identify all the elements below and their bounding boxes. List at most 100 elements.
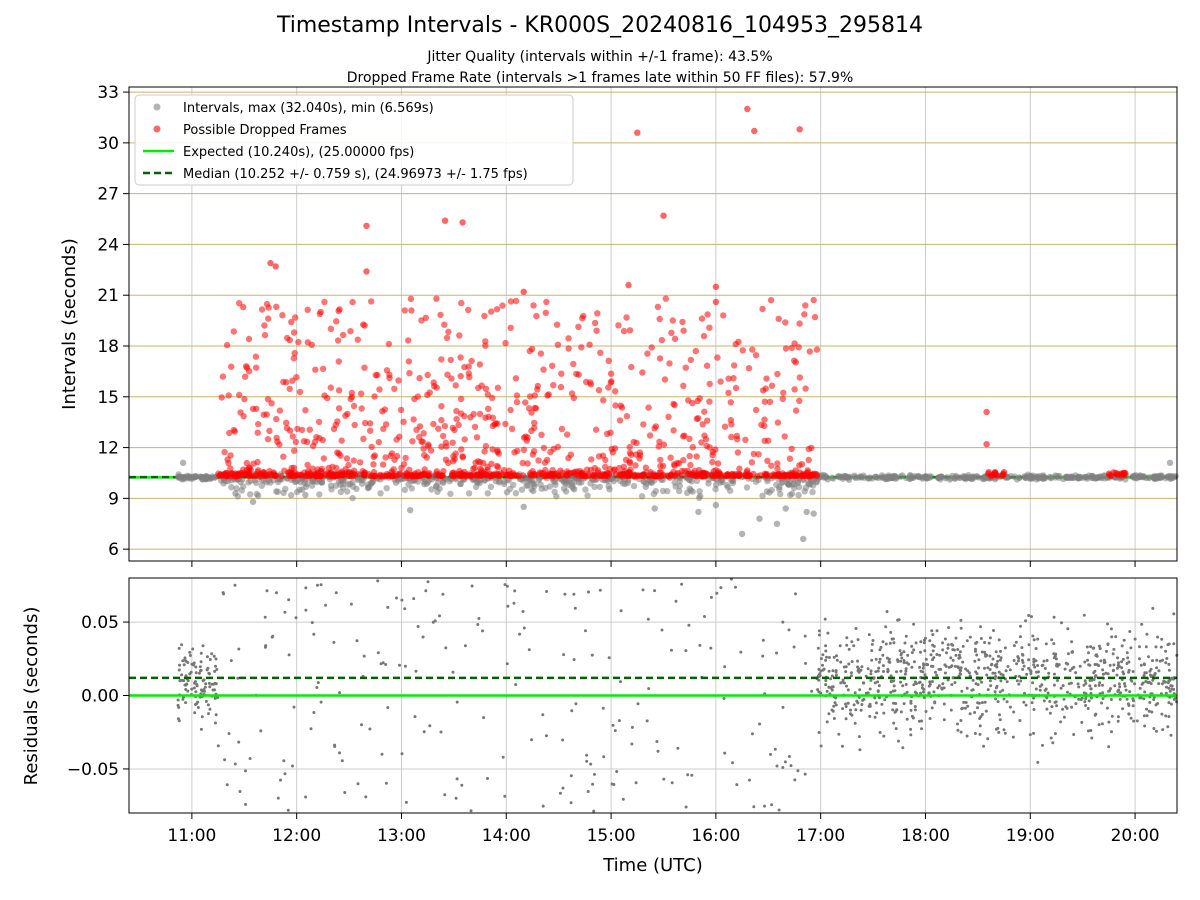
dropped-frame-point xyxy=(732,384,740,392)
dropped-frame-point xyxy=(681,467,688,475)
dropped-frame-point xyxy=(340,331,347,339)
dropped-frame-point xyxy=(755,451,762,458)
dropped-frame-point xyxy=(489,414,497,421)
residual-point xyxy=(761,638,765,642)
residual-point xyxy=(804,661,807,665)
interval-point xyxy=(784,480,792,488)
residual-point xyxy=(761,654,765,658)
interval-point xyxy=(712,485,719,493)
residual-point xyxy=(1019,635,1022,639)
dropped-frame-point xyxy=(728,433,735,441)
x-axis-label: Time (UTC) xyxy=(602,855,703,876)
dropped-frame-point xyxy=(791,340,798,347)
residual-point xyxy=(1121,657,1125,661)
dropped-frame-point xyxy=(651,425,658,432)
dropped-frame-point xyxy=(362,419,369,427)
residual-point xyxy=(913,680,917,684)
residual-point xyxy=(787,628,791,632)
residual-point xyxy=(310,621,314,625)
dropped-frame-point xyxy=(281,467,288,474)
dropped-frame-point xyxy=(467,472,474,479)
residual-point xyxy=(1101,683,1104,687)
dropped-frame-point xyxy=(780,389,787,396)
residual-point xyxy=(1080,720,1084,724)
residual-point xyxy=(275,591,278,595)
x-tick-label: 16:00 xyxy=(691,826,740,846)
dropped-frame-point xyxy=(280,453,287,460)
residual-point xyxy=(856,665,859,669)
residual-point xyxy=(1029,672,1033,675)
dropped-frame-point xyxy=(253,364,260,371)
dropped-frame-point xyxy=(424,391,431,399)
residual-point xyxy=(237,647,241,651)
interval-point xyxy=(880,474,887,481)
interval-point xyxy=(795,483,803,491)
interval-point xyxy=(288,492,295,499)
residual-point xyxy=(343,791,347,794)
residual-point xyxy=(1147,655,1150,659)
residual-point xyxy=(400,598,404,602)
dropped-frame-point xyxy=(278,472,285,480)
dropped-frame-point xyxy=(656,315,663,323)
dropped-frame-point xyxy=(786,455,794,462)
residual-point xyxy=(932,690,936,694)
dropped-frame-point xyxy=(657,462,664,470)
residual-point xyxy=(1044,642,1048,646)
residual-point xyxy=(1071,650,1074,654)
residual-point xyxy=(1090,736,1094,740)
residual-point xyxy=(1012,659,1016,662)
residual-point xyxy=(433,619,437,623)
residual-point xyxy=(514,683,518,687)
bottom-reference-lines xyxy=(129,676,1177,697)
interval-point xyxy=(199,474,206,481)
dropped-frame-point xyxy=(801,311,808,318)
residual-point xyxy=(601,706,605,710)
interval-point xyxy=(457,480,464,488)
residual-point xyxy=(959,730,963,734)
dropped-frame-point xyxy=(571,468,579,475)
residual-point xyxy=(834,673,838,677)
dropped-frame-point xyxy=(526,393,534,400)
dropped-frame-point xyxy=(765,437,772,444)
dropped-frame-point xyxy=(367,427,374,434)
dropped-frame-point xyxy=(327,384,334,391)
residual-point xyxy=(381,661,385,665)
residual-point xyxy=(316,583,319,587)
residual-point xyxy=(1027,614,1031,617)
residual-point xyxy=(1142,674,1146,677)
interval-point xyxy=(787,491,794,499)
residual-point xyxy=(309,727,313,731)
residual-point xyxy=(931,633,935,637)
residual-point xyxy=(796,769,800,773)
dropped-frame-point xyxy=(601,471,609,478)
residual-point xyxy=(1125,697,1129,701)
residual-point xyxy=(872,676,876,680)
interval-point xyxy=(782,505,789,512)
residual-point xyxy=(186,661,190,664)
residual-point xyxy=(1027,658,1031,662)
residual-point xyxy=(910,651,914,655)
residual-point xyxy=(1101,668,1105,672)
residual-point xyxy=(481,629,484,633)
residual-point xyxy=(997,670,1001,674)
residual-point xyxy=(1008,705,1012,709)
residual-point xyxy=(913,690,917,694)
interval-point xyxy=(841,472,848,480)
residual-point xyxy=(890,637,894,641)
dropped-frame-point xyxy=(771,471,779,478)
residual-point xyxy=(630,742,634,746)
residual-point xyxy=(188,650,192,654)
residual-point xyxy=(1097,723,1101,727)
residual-point xyxy=(781,620,785,624)
dropped-frame-point xyxy=(334,337,342,344)
residual-point xyxy=(1084,681,1088,685)
interval-point xyxy=(1048,474,1055,481)
top-y-tick-label: 24 xyxy=(97,235,119,255)
dropped-frame-point xyxy=(570,360,577,368)
dropped-frame-point xyxy=(507,324,514,331)
residual-point xyxy=(1065,706,1069,710)
residual-point xyxy=(1089,687,1093,691)
dropped-frame-point xyxy=(473,434,481,441)
dropped-frame-point xyxy=(612,388,619,395)
dropped-frame-point xyxy=(292,314,299,321)
